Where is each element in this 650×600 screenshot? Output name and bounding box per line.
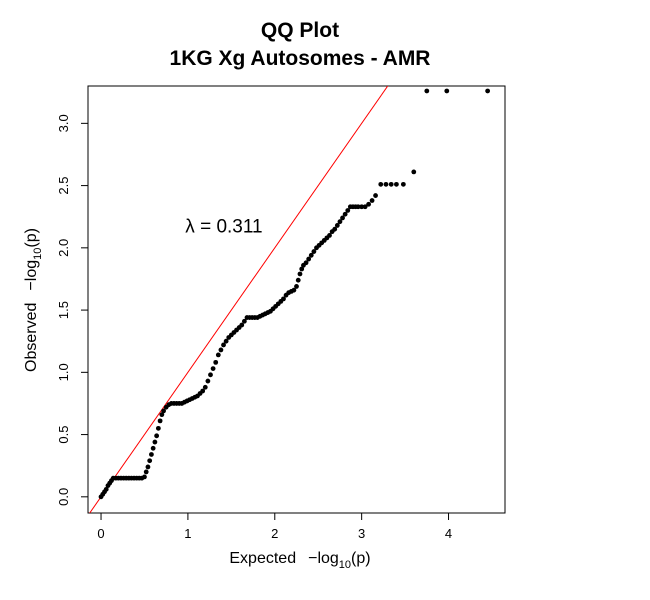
data-point [303,260,309,266]
data-point [369,198,375,203]
y-tick-label: 2.5 [56,177,71,195]
data-point [239,322,245,328]
data-point [362,204,368,210]
data-point [213,359,219,365]
data-point [366,201,372,207]
data-point [308,252,314,258]
x-axis-label: Expected −log10(p) [229,550,370,571]
data-point [154,433,160,439]
data-point [159,412,165,418]
x-axis: 0 1 2 3 4 [97,512,452,541]
data-point [205,378,211,384]
data-point [103,486,109,492]
data-point [340,215,345,221]
y-axis: 0.0 0.5 1.0 1.5 2.0 2.5 3.0 [56,114,89,506]
y-axis-label-text: −log [23,260,40,291]
data-point [295,277,301,283]
reference-line [89,86,389,513]
x-tick-label: 4 [445,526,452,541]
data-point [202,384,208,390]
lambda-annotation: λ = 0.311 [185,216,262,237]
data-point [223,338,229,344]
y-axis-label-prefix: Observed [23,303,40,372]
data-point [306,256,312,262]
data-point [281,296,286,302]
x-axis-label-prefix: Expected [229,550,296,567]
y-axis-label-subscript: 10 [32,248,44,260]
data-point [311,249,317,254]
data-point [200,388,206,394]
y-axis-label-suffix: (p) [23,228,40,248]
reference-line-layer [89,86,389,513]
data-point [221,342,226,348]
data-point [383,181,389,187]
data-point [161,408,166,414]
data-point [334,223,340,228]
data-point [342,211,348,217]
x-axis-label-suffix: (p) [351,550,371,567]
data-point [152,439,158,445]
data-point [485,88,491,94]
data-point [149,452,154,457]
data-point [373,193,378,198]
data-point [142,474,147,480]
data-point [208,372,213,378]
data-point [337,219,343,225]
y-tick-label: 3.0 [56,114,71,132]
y-tick-label: 0.5 [56,426,71,444]
data-point [345,208,351,213]
data-point [145,464,151,470]
data-point [294,284,299,289]
data-point [218,347,224,353]
data-point [394,181,399,187]
data-point [355,204,361,210]
data-point [147,458,153,464]
y-tick-label: 1.5 [56,301,71,319]
data-point [215,352,221,358]
chart-subtitle: 1KG Xg Autosomes - AMR [170,47,431,70]
x-tick-label: 2 [271,526,278,541]
x-axis-label-text: −log [308,550,339,567]
x-axis-label-subscript: 10 [339,559,351,571]
data-point [241,318,247,324]
x-tick-label: 1 [184,526,191,541]
data-point [210,366,216,371]
data-point [150,445,156,451]
data-point [400,181,406,187]
data-point [297,271,303,277]
y-tick-label: 2.0 [56,239,71,257]
data-point [332,226,338,232]
data-point [143,469,149,475]
y-axis-label: Observed −log10(p) [23,228,44,372]
plot-frame [87,85,506,514]
data-point [327,232,332,238]
data-point [291,287,297,293]
data-point [444,88,450,94]
data-point [424,88,430,94]
y-tick-label: 1.0 [56,363,71,381]
data-point [388,181,394,187]
data-point [378,181,384,187]
data-point [155,425,161,431]
x-tick-label: 3 [358,526,365,541]
points-layer [98,88,491,500]
x-tick-label: 0 [97,526,104,541]
chart-title: QQ Plot [261,19,339,42]
data-point [157,418,163,424]
y-tick-label: 0.0 [56,488,71,506]
data-point [359,204,365,210]
data-point [411,169,417,175]
data-point [299,266,305,272]
